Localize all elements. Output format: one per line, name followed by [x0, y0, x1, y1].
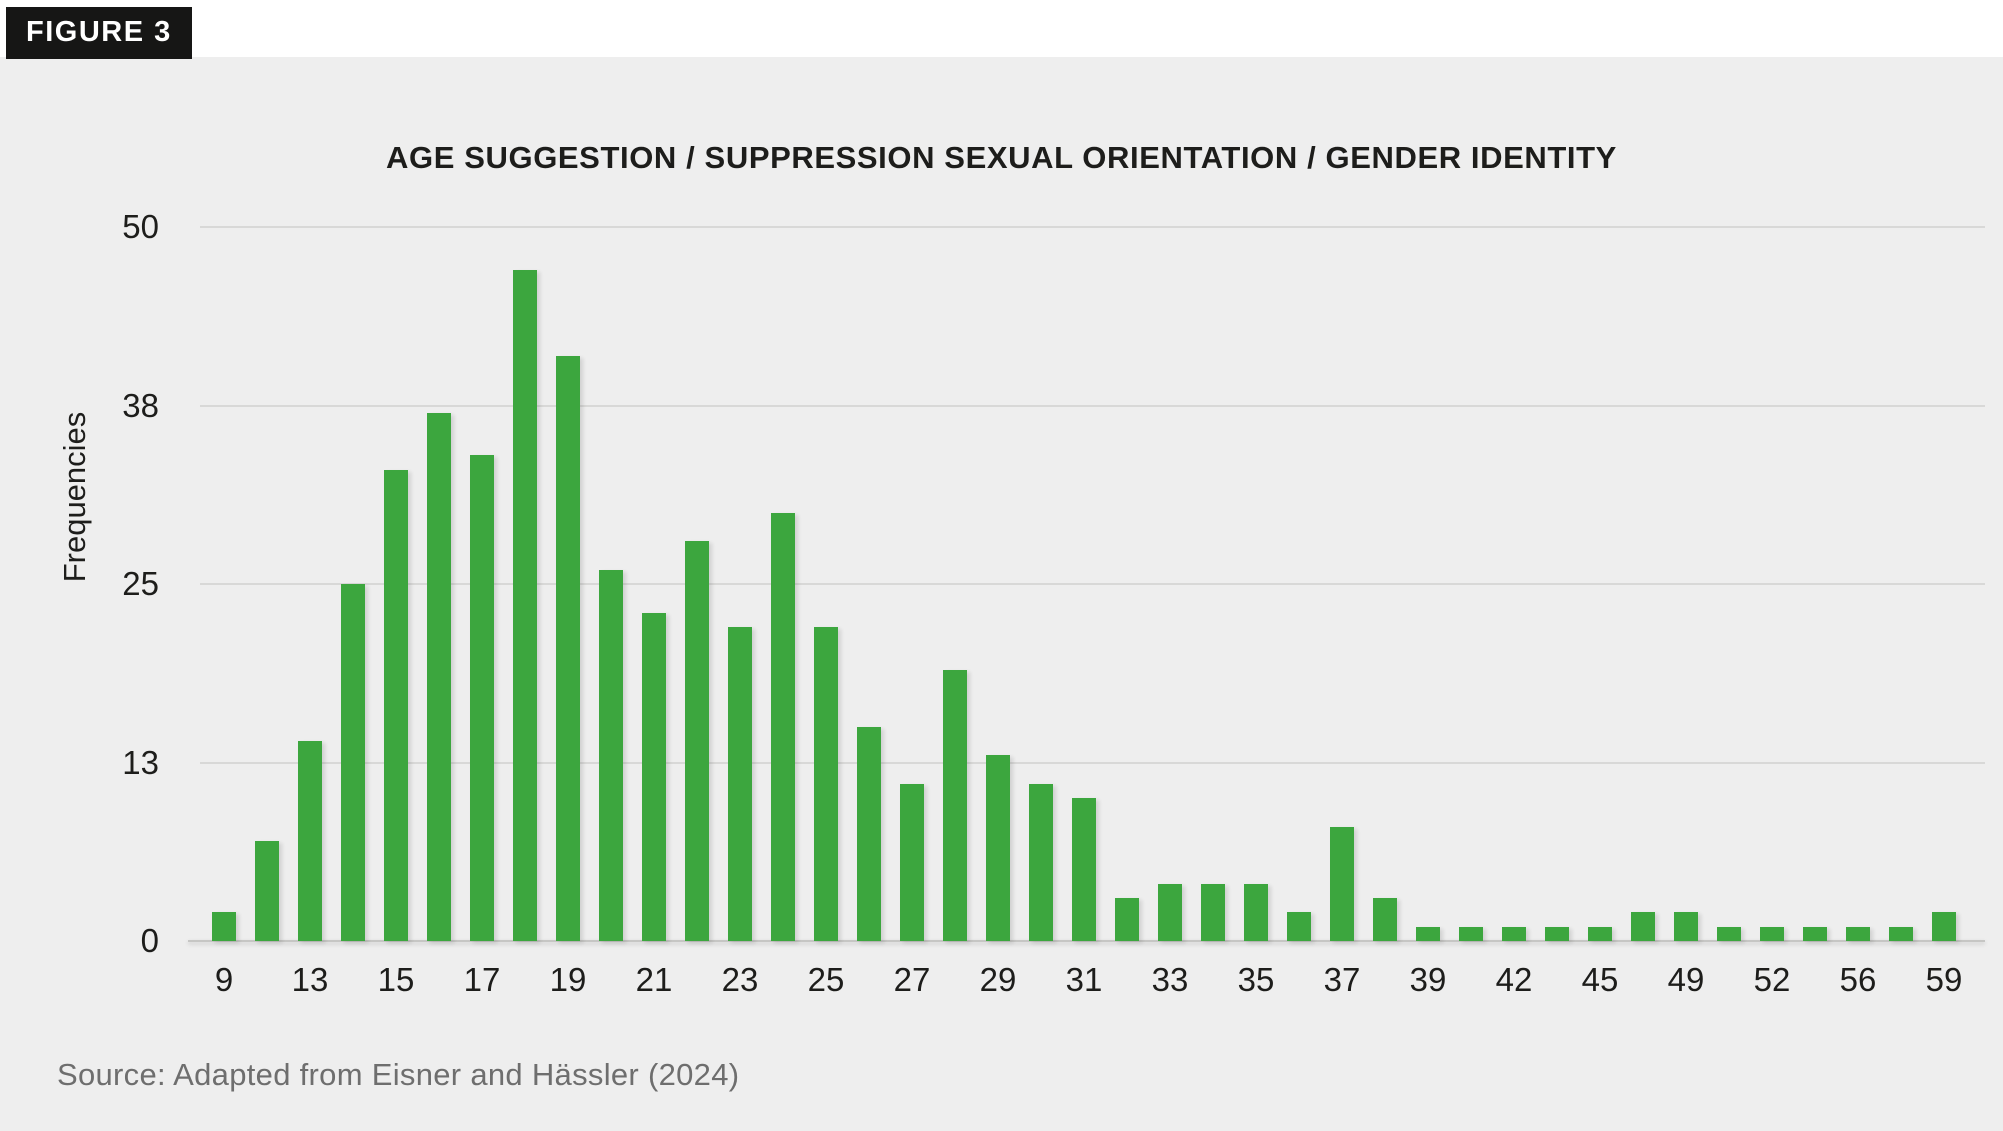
- gridline: [200, 226, 1985, 228]
- bar: [1545, 926, 1569, 941]
- y-tick-label: 13: [122, 743, 159, 781]
- bar: [1072, 798, 1096, 941]
- bar: [814, 626, 838, 941]
- x-axis-baseline: [188, 940, 1985, 942]
- bar: [1201, 883, 1225, 941]
- bar: [1588, 926, 1612, 941]
- bar: [255, 841, 279, 941]
- y-tick-label: 50: [122, 208, 159, 245]
- x-tick-label: 29: [979, 961, 1017, 998]
- bar: [1330, 826, 1354, 941]
- gridline: [200, 583, 1985, 585]
- bar: [1674, 912, 1698, 941]
- chart-title: AGE SUGGESTION / SUPPRESSION SEXUAL ORIE…: [386, 140, 1617, 175]
- bar: [1029, 783, 1053, 941]
- bar: [1717, 926, 1741, 941]
- y-tick-label: 0: [140, 922, 159, 959]
- bar: [513, 269, 537, 941]
- bar: [728, 626, 752, 941]
- bar: [1846, 926, 1870, 941]
- x-tick-label: 33: [1151, 961, 1189, 998]
- bar: [1803, 926, 1827, 941]
- bar: [599, 569, 623, 941]
- gridline: [200, 404, 1985, 407]
- bar: [1459, 926, 1483, 941]
- bar: [771, 512, 795, 941]
- bar: [1416, 926, 1440, 941]
- bar: [986, 755, 1010, 941]
- x-tick-label: 37: [1323, 961, 1361, 998]
- bar: [1631, 912, 1655, 941]
- bar: [1158, 883, 1182, 941]
- x-tick-label: 31: [1065, 961, 1103, 998]
- bar: [857, 726, 881, 941]
- x-tick-label: 21: [635, 961, 673, 998]
- x-tick-label: 9: [214, 961, 234, 998]
- y-tick-label: 25: [122, 565, 159, 602]
- bar: [427, 412, 451, 941]
- bar: [1373, 898, 1397, 941]
- x-tick-label: 59: [1925, 961, 1963, 998]
- x-tick-label: 27: [893, 961, 931, 998]
- bar: [943, 669, 967, 941]
- bar: [298, 741, 322, 941]
- gridline: [200, 761, 1985, 764]
- x-tick-label: 42: [1495, 961, 1533, 998]
- source-note: Source: Adapted from Eisner and Hässler …: [57, 1057, 740, 1092]
- x-tick-label: 52: [1753, 961, 1791, 998]
- bar: [900, 783, 924, 941]
- y-axis-title: Frequencies: [57, 411, 92, 583]
- x-tick-label: 17: [463, 961, 501, 998]
- bar: [1244, 883, 1268, 941]
- x-tick-label: 49: [1667, 961, 1705, 998]
- x-tick-label: 45: [1581, 961, 1619, 998]
- bar: [1932, 912, 1956, 941]
- x-tick-label: 23: [721, 961, 759, 998]
- bar: [1760, 926, 1784, 941]
- bar: [1115, 898, 1139, 941]
- bar: [1287, 912, 1311, 941]
- plot-area: 0 13 25 38 50 9 13 15 17 19 21 23 25 27 29 31 33 35 37 39 42…: [122, 208, 1985, 998]
- bar: [556, 355, 580, 941]
- x-tick-label: 35: [1237, 961, 1275, 998]
- bar: [212, 912, 236, 941]
- bar: [384, 469, 408, 941]
- chart-panel: [0, 57, 2003, 1131]
- x-tick-label: 25: [807, 961, 845, 998]
- bar: [685, 541, 709, 941]
- x-tick-label: 39: [1409, 961, 1447, 998]
- bar: [341, 584, 365, 941]
- x-tick-label: 13: [291, 961, 329, 998]
- bar: [1889, 926, 1913, 941]
- bar: [642, 612, 666, 941]
- x-tick-label: 56: [1839, 961, 1877, 998]
- y-tick-label: 38: [122, 386, 159, 424]
- bar: [1502, 926, 1526, 941]
- figure-badge: FIGURE 3: [6, 7, 192, 59]
- x-tick-label: 15: [377, 961, 415, 998]
- bar: [470, 455, 494, 941]
- x-tick-label: 19: [549, 961, 587, 998]
